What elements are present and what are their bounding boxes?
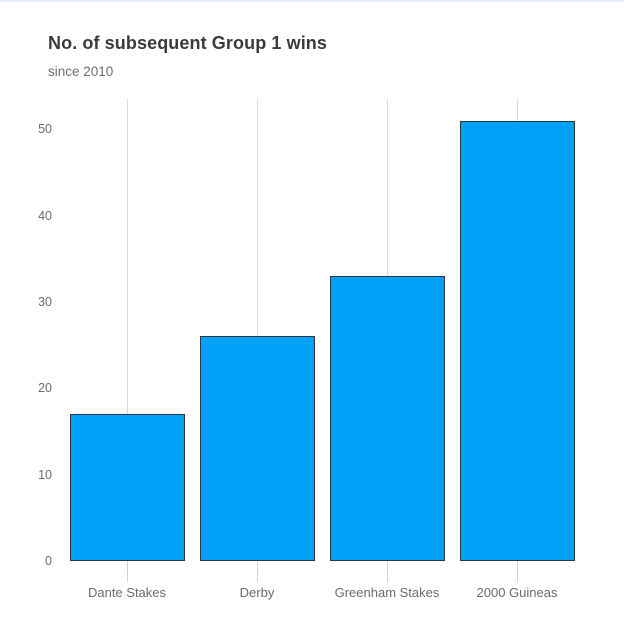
chart-subtitle: since 2010 — [48, 64, 114, 79]
bar-derby — [199, 336, 315, 561]
y-axis-tick-label-30: 30 — [38, 294, 52, 309]
x-axis-label-dante-stakes: Dante Stakes — [87, 585, 167, 600]
y-axis-tick-label-50: 50 — [38, 122, 52, 137]
gridline-dante-stakes — [126, 99, 128, 561]
y-axis-tick-label-40: 40 — [38, 208, 52, 223]
y-axis-tick-label-10: 10 — [38, 467, 52, 482]
chart-title: No. of subsequent Group 1 wins — [48, 33, 328, 53]
gridline-derby — [256, 99, 258, 561]
y-axis-tick-label-20: 20 — [38, 381, 52, 396]
plot-area — [62, 99, 582, 561]
x-axis-label-greenham-stakes: Greenham Stakes — [334, 585, 440, 600]
page-top-border — [0, 0, 624, 2]
x-axis-tick-dante-stakes — [126, 561, 128, 582]
bar-dante-stakes — [69, 414, 185, 561]
x-axis-label-derby: Derby — [239, 585, 275, 600]
x-axis-tick-derby — [256, 561, 258, 582]
bar-2000-guineas — [459, 120, 575, 561]
x-axis-tick-2000-guineas — [516, 561, 518, 582]
y-axis-tick-label-0: 0 — [45, 554, 52, 568]
x-axis-label-2000-guineas: 2000 Guineas — [476, 585, 558, 600]
x-axis-tick-greenham-stakes — [386, 561, 388, 582]
bar-greenham-stakes — [329, 276, 445, 561]
y-axis: 0 10 20 30 40 50 — [0, 99, 52, 568]
